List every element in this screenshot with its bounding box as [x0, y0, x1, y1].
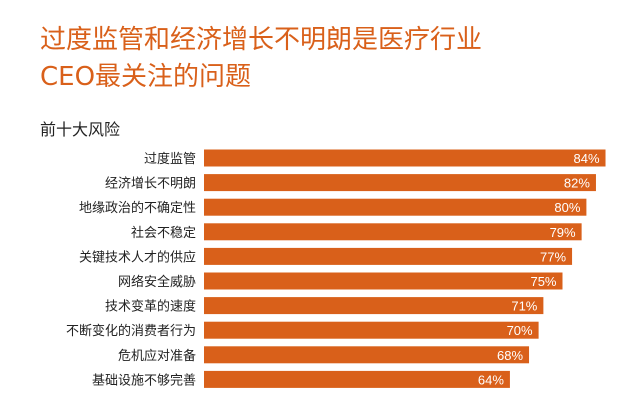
- value-label: 84%: [573, 151, 599, 166]
- category-label: 地缘政治的不确定性: [79, 200, 196, 216]
- title-line-1: 过度监管和经济增长不明朗是医疗行业: [40, 25, 483, 55]
- bar: [204, 370, 510, 388]
- category-label: 不断变化的消费者行为: [66, 323, 196, 339]
- bar: [204, 198, 587, 216]
- category-label: 社会不稳定: [131, 225, 196, 241]
- bar: [204, 297, 544, 315]
- category-label: 基础设施不够完善: [92, 372, 196, 388]
- bar: [204, 149, 606, 167]
- category-label: 过度监管: [144, 151, 196, 167]
- value-label: 70%: [507, 323, 533, 338]
- value-label: 64%: [478, 372, 504, 387]
- value-label: 79%: [550, 225, 576, 240]
- value-label: 71%: [511, 299, 537, 314]
- bar: [204, 223, 582, 241]
- category-label: 技术变革的速度: [105, 299, 196, 315]
- title-line-2: CEO最关注的问题: [40, 62, 252, 92]
- value-label: 80%: [554, 200, 580, 215]
- value-label: 68%: [497, 348, 523, 363]
- value-label: 77%: [540, 249, 566, 264]
- value-label: 75%: [530, 274, 556, 289]
- chart-title: 过度监管和经济增长不明朗是医疗行业 CEO最关注的问题: [40, 22, 620, 96]
- chart-subtitle: 前十大风险: [40, 120, 121, 139]
- category-label: 网络安全威胁: [118, 274, 196, 290]
- bar: [204, 174, 596, 192]
- bar: [204, 346, 530, 364]
- category-label: 危机应对准备: [118, 348, 196, 364]
- category-label: 经济增长不明朗: [105, 177, 196, 192]
- category-label: 关键技术人才的供应: [79, 249, 196, 265]
- value-label: 82%: [564, 176, 590, 191]
- bar: [204, 321, 539, 339]
- bar: [204, 247, 573, 265]
- bar: [204, 272, 563, 290]
